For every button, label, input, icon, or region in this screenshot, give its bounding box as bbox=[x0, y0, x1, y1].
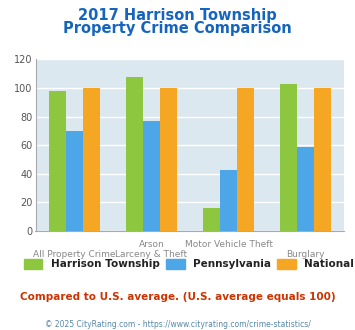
Text: Property Crime Comparison: Property Crime Comparison bbox=[63, 21, 292, 36]
Bar bbox=[297, 147, 314, 231]
Legend: Harrison Township, Pennsylvania, National: Harrison Township, Pennsylvania, Nationa… bbox=[20, 255, 355, 274]
Bar bbox=[280, 84, 297, 231]
Bar bbox=[203, 208, 220, 231]
Text: Burglary: Burglary bbox=[286, 249, 325, 259]
Bar bbox=[66, 131, 83, 231]
Bar bbox=[314, 88, 331, 231]
Text: Compared to U.S. average. (U.S. average equals 100): Compared to U.S. average. (U.S. average … bbox=[20, 292, 335, 302]
Bar bbox=[49, 91, 66, 231]
Bar bbox=[160, 88, 177, 231]
Text: Motor Vehicle Theft: Motor Vehicle Theft bbox=[185, 240, 273, 248]
Text: Larceny & Theft: Larceny & Theft bbox=[115, 249, 187, 259]
Bar bbox=[220, 170, 237, 231]
Bar bbox=[83, 88, 100, 231]
Bar bbox=[126, 77, 143, 231]
Text: © 2025 CityRating.com - https://www.cityrating.com/crime-statistics/: © 2025 CityRating.com - https://www.city… bbox=[45, 320, 310, 329]
Text: Arson: Arson bbox=[138, 240, 164, 248]
Bar bbox=[143, 121, 160, 231]
Bar bbox=[237, 88, 254, 231]
Text: 2017 Harrison Township: 2017 Harrison Township bbox=[78, 8, 277, 23]
Text: All Property Crime: All Property Crime bbox=[33, 249, 115, 259]
